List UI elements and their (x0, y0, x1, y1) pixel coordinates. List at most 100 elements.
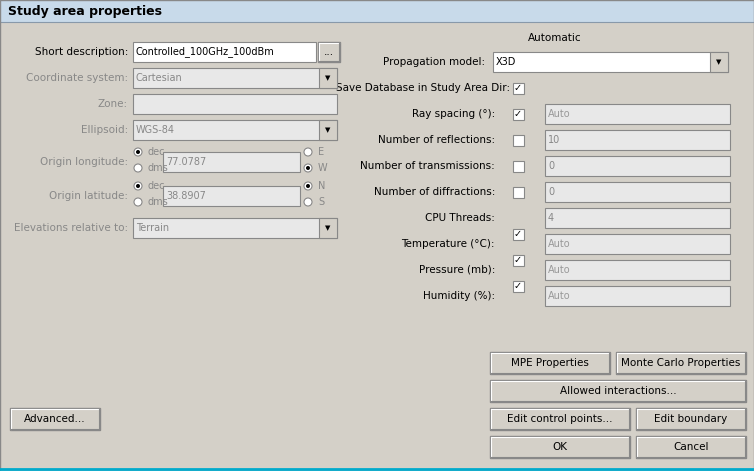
Text: Origin longitude:: Origin longitude: (40, 157, 128, 167)
Bar (513, 109, 524, 120)
Bar (490, 380, 746, 402)
Text: 10: 10 (548, 135, 560, 145)
Bar (636, 436, 746, 458)
Text: ▼: ▼ (325, 225, 331, 231)
Text: 0: 0 (548, 161, 554, 171)
Text: Auto: Auto (548, 109, 571, 119)
Bar (319, 120, 337, 140)
Text: Temperature (°C):: Temperature (°C): (401, 239, 495, 249)
Bar (513, 255, 524, 266)
Text: Terrain: Terrain (136, 223, 169, 233)
Circle shape (134, 164, 142, 172)
Text: S: S (318, 197, 324, 207)
Text: dec: dec (148, 147, 165, 157)
Text: CPU Threads:: CPU Threads: (425, 213, 495, 223)
Bar (513, 135, 524, 146)
Text: Advanced...: Advanced... (24, 414, 86, 424)
Text: Zone:: Zone: (98, 99, 128, 109)
Text: Auto: Auto (548, 265, 571, 275)
Bar (0, 0, 754, 22)
Bar (513, 281, 524, 292)
Text: Number of transmissions:: Number of transmissions: (360, 161, 495, 171)
Text: Automatic: Automatic (529, 33, 582, 43)
Text: Monte Carlo Properties: Monte Carlo Properties (621, 358, 740, 368)
Bar (636, 408, 746, 430)
Text: OK: OK (553, 442, 568, 452)
Bar (133, 94, 337, 114)
Bar (490, 408, 630, 430)
Circle shape (134, 198, 142, 206)
Bar (545, 182, 730, 202)
Text: W: W (318, 163, 328, 173)
Text: dms: dms (148, 197, 169, 207)
Bar (490, 436, 630, 458)
Bar (545, 130, 730, 150)
Text: Coordinate system:: Coordinate system: (26, 73, 128, 83)
Bar (545, 286, 730, 306)
Bar (163, 152, 300, 172)
Text: Auto: Auto (548, 239, 571, 249)
Text: ✓: ✓ (514, 229, 522, 239)
Text: ✓: ✓ (514, 282, 522, 292)
Text: N: N (318, 181, 326, 191)
Circle shape (134, 182, 142, 190)
Text: X3D: X3D (496, 57, 516, 67)
Text: Controlled_100GHz_100dBm: Controlled_100GHz_100dBm (136, 47, 274, 57)
Bar (493, 52, 728, 72)
Text: 4: 4 (548, 213, 554, 223)
Text: ▼: ▼ (325, 75, 331, 81)
Text: ✓: ✓ (514, 83, 522, 94)
Text: Cancel: Cancel (673, 442, 709, 452)
Bar (318, 42, 340, 62)
Text: ...: ... (324, 47, 334, 57)
Bar (513, 229, 524, 240)
Circle shape (304, 198, 312, 206)
Text: Cartesian: Cartesian (136, 73, 182, 83)
Circle shape (304, 182, 312, 190)
Text: Save Database in Study Area Dir:: Save Database in Study Area Dir: (336, 83, 510, 93)
Text: 77.0787: 77.0787 (166, 157, 207, 167)
Circle shape (134, 148, 142, 156)
Bar (133, 68, 337, 88)
Text: Edit control points...: Edit control points... (507, 414, 613, 424)
Circle shape (304, 148, 312, 156)
Bar (545, 234, 730, 254)
Text: Humidity (%):: Humidity (%): (423, 291, 495, 301)
Text: Auto: Auto (548, 291, 571, 301)
Circle shape (136, 150, 140, 154)
Bar (133, 120, 337, 140)
Text: MPE Properties: MPE Properties (511, 358, 589, 368)
Bar (490, 352, 610, 374)
Text: ✓: ✓ (514, 109, 522, 120)
Bar (616, 352, 746, 374)
Text: ▼: ▼ (716, 59, 722, 65)
Text: Elevations relative to:: Elevations relative to: (14, 223, 128, 233)
Bar (513, 83, 524, 94)
Text: dec: dec (148, 181, 165, 191)
Text: Number of reflections:: Number of reflections: (378, 135, 495, 145)
Bar (163, 186, 300, 206)
Text: Allowed interactions...: Allowed interactions... (559, 386, 676, 396)
Bar (319, 68, 337, 88)
Text: dms: dms (148, 163, 169, 173)
Bar (319, 218, 337, 238)
Bar (513, 161, 524, 172)
Bar (545, 260, 730, 280)
Text: E: E (318, 147, 324, 157)
Bar (545, 208, 730, 228)
Circle shape (306, 184, 310, 188)
Text: Ray spacing (°):: Ray spacing (°): (412, 109, 495, 119)
Bar (133, 42, 316, 62)
Circle shape (136, 184, 140, 188)
Text: ✓: ✓ (514, 255, 522, 266)
Text: 38.8907: 38.8907 (166, 191, 206, 201)
Text: Origin latitude:: Origin latitude: (49, 191, 128, 201)
Text: Pressure (mb):: Pressure (mb): (418, 265, 495, 275)
Text: ▼: ▼ (325, 127, 331, 133)
Circle shape (304, 164, 312, 172)
Text: WGS-84: WGS-84 (136, 125, 175, 135)
Bar (545, 104, 730, 124)
Text: Number of diffractions:: Number of diffractions: (374, 187, 495, 197)
Text: Ellipsoid:: Ellipsoid: (81, 125, 128, 135)
Bar (133, 218, 337, 238)
